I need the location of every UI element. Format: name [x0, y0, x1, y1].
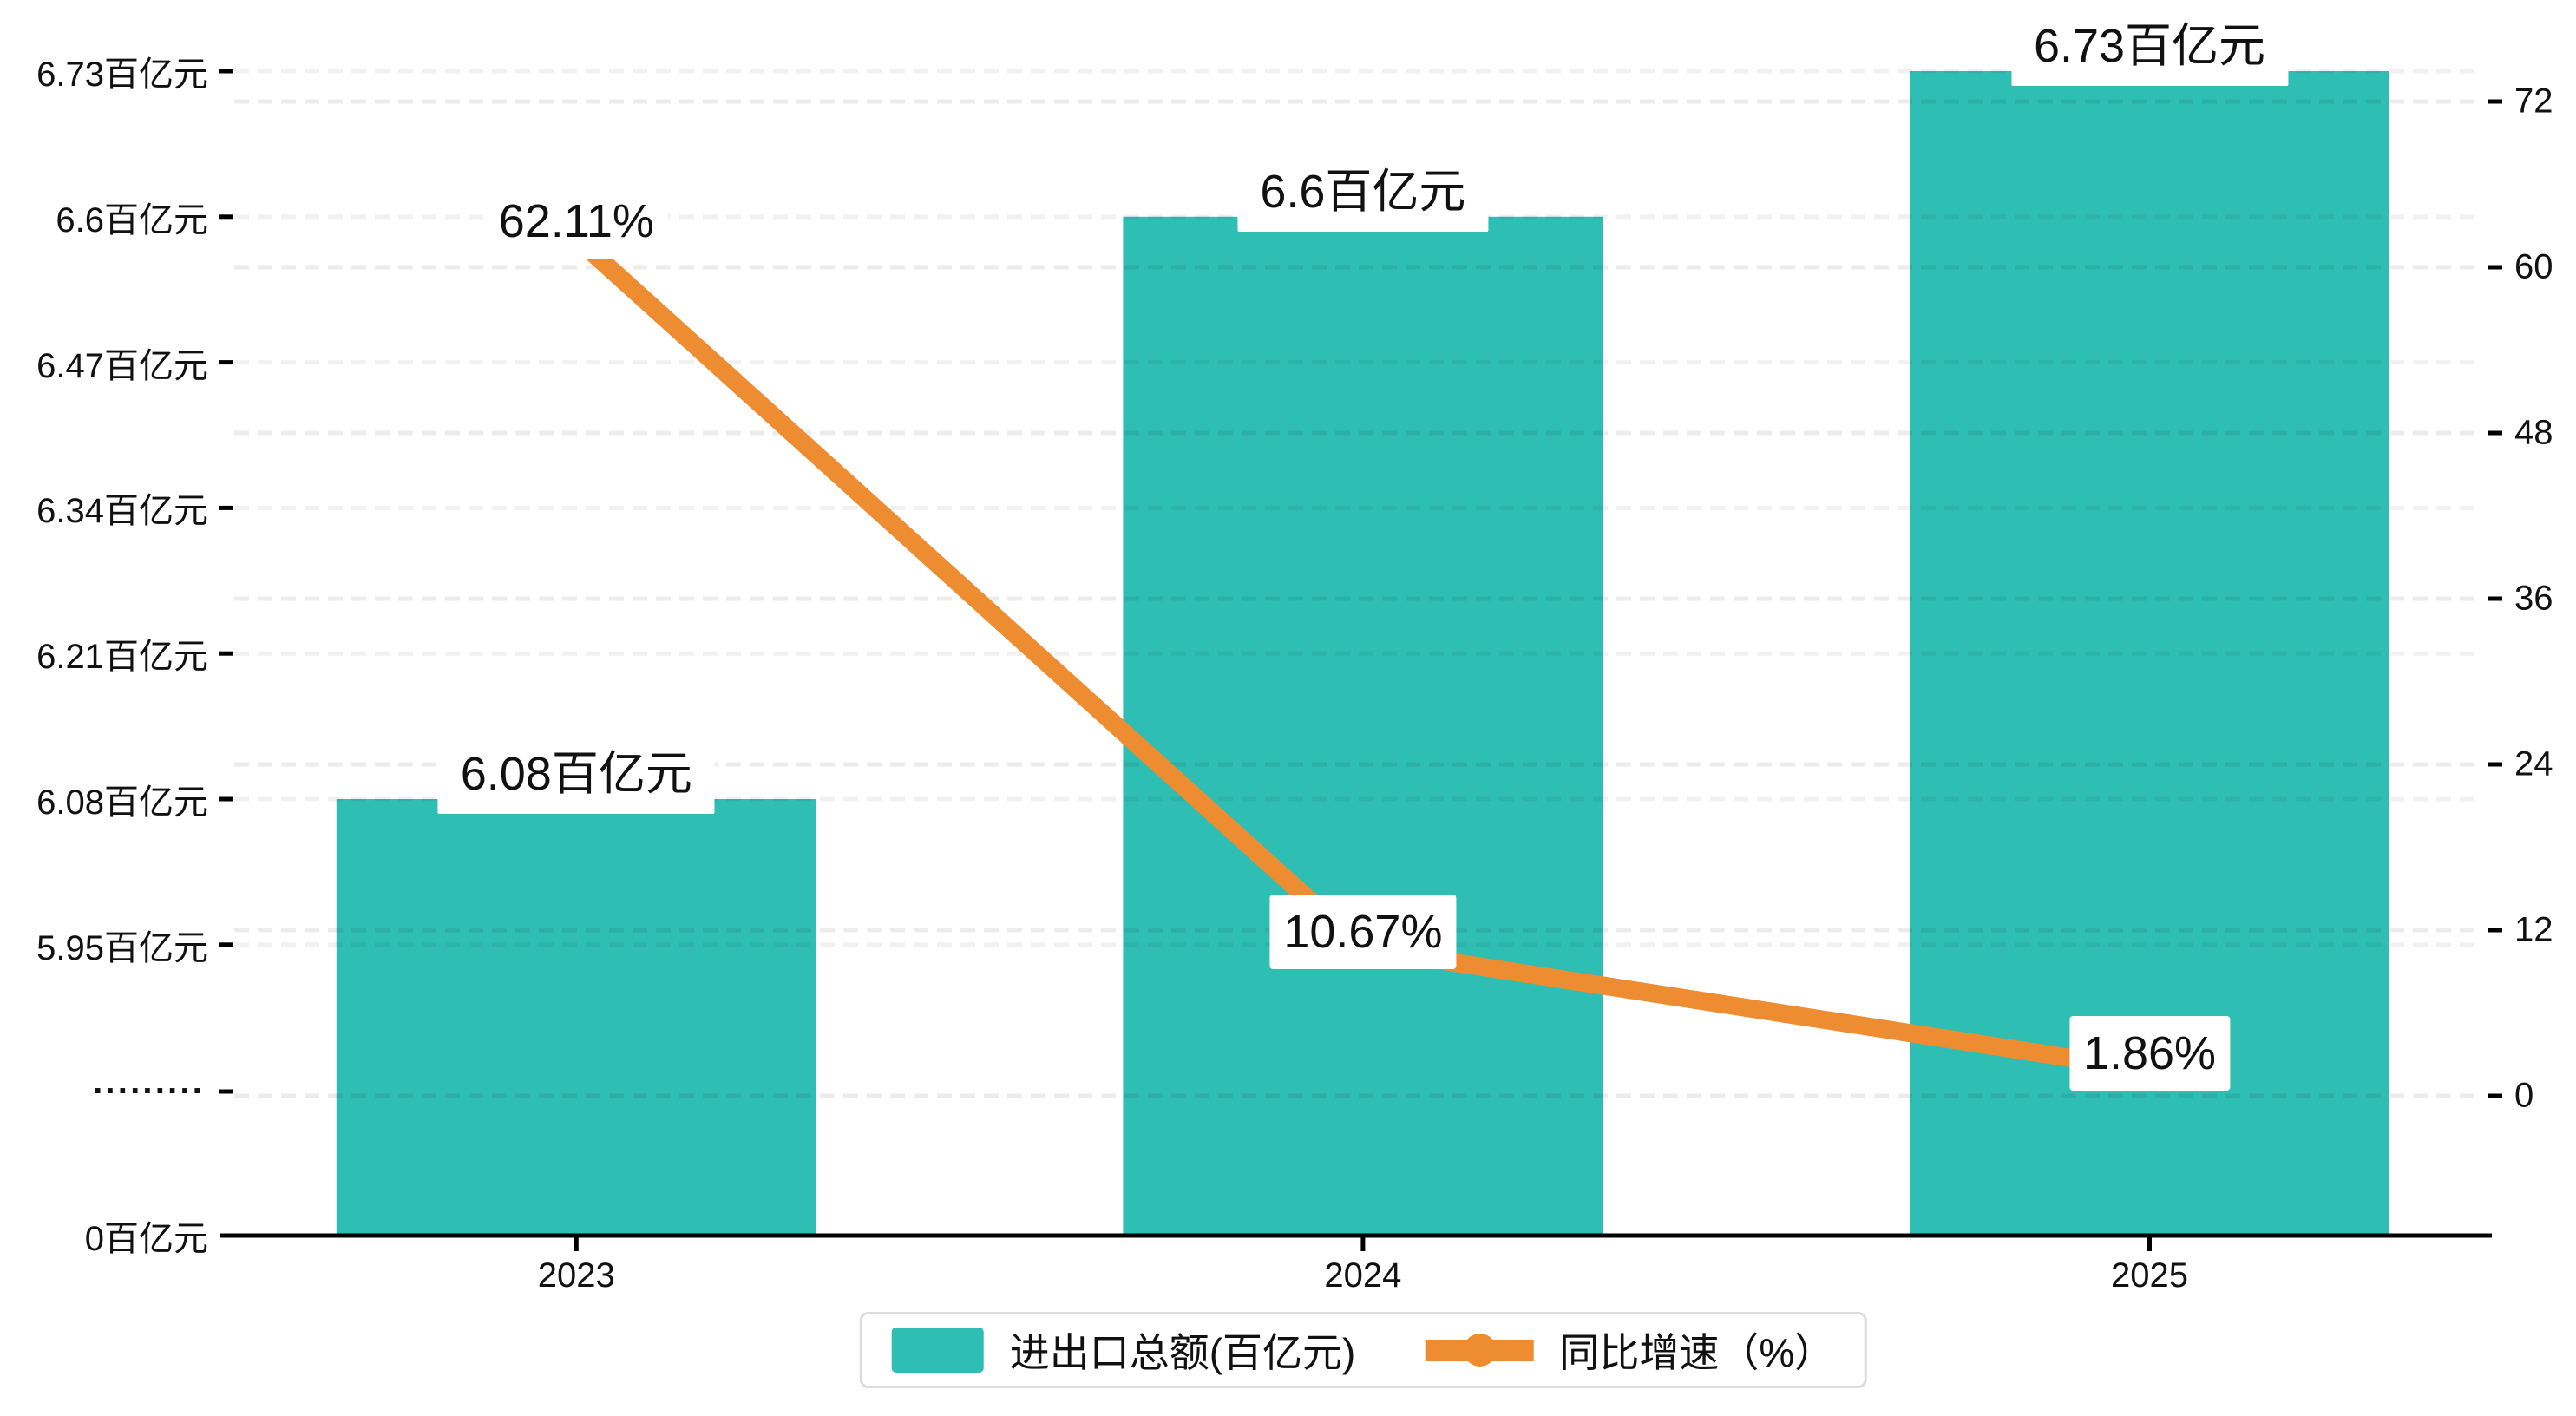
right-axis-tick-label: 12	[2514, 910, 2553, 949]
axis-break-dots: ·········	[93, 1072, 205, 1111]
left-axis-tick-label: 6.47百亿元	[36, 346, 208, 385]
bar-2024	[1123, 216, 1603, 1236]
left-axis-tick-label: 6.6百亿元	[56, 200, 208, 239]
bar-swatch-icon	[891, 1328, 984, 1373]
axes	[219, 69, 2502, 1251]
legend-item-bar-series[interactable]: 进出口总额(百亿元)	[891, 1321, 1356, 1379]
line-value-label-2023: 62.11%	[484, 184, 668, 259]
right-axis-tick-label: 60	[2514, 247, 2553, 286]
left-axis-tick-label: 6.34百亿元	[36, 492, 208, 531]
legend-item-line-series[interactable]: 同比增速（%）	[1425, 1321, 1834, 1379]
bar-value-label-2023: 6.08百亿元	[437, 724, 715, 814]
x-axis-label-2025: 2025	[2111, 1256, 2188, 1295]
x-axis-label-2023: 2023	[537, 1256, 615, 1295]
left-axis-tick-label: 6.21百亿元	[36, 638, 208, 677]
line-dot-icon	[1425, 1331, 1534, 1369]
legend-label-line-series: 同比增速（%）	[1559, 1330, 1835, 1375]
legend-label-bar-series: 进出口总额(百亿元)	[1009, 1330, 1356, 1375]
x-axis-label-2024: 2024	[1324, 1256, 1402, 1295]
left-axis-tick-label: 6.08百亿元	[36, 783, 208, 822]
left-axis-tick-label: 6.73百亿元	[36, 56, 208, 94]
right-axis-tick-label: 72	[2514, 82, 2553, 121]
left-axis-zero-label: 0百亿元	[84, 1220, 208, 1258]
bar-value-label-2024: 6.6百亿元	[1237, 141, 1489, 232]
left-axis-tick-label: 5.95百亿元	[36, 928, 208, 967]
line-value-label-2024: 10.67%	[1269, 895, 1457, 970]
line-value-label-2025: 1.86%	[2068, 1016, 2231, 1092]
right-axis-tick-label: 48	[2514, 413, 2553, 452]
bar-value-label-2025: 6.73百亿元	[2010, 0, 2289, 86]
right-axis-tick-label: 24	[2514, 744, 2553, 783]
right-axis-tick-label: 0	[2514, 1076, 2534, 1115]
right-axis-tick-label: 36	[2514, 579, 2553, 618]
bar-series	[336, 71, 2389, 1236]
legend: 进出口总额(百亿元) 同比增速（%）	[859, 1312, 1867, 1388]
bar-2023	[336, 799, 816, 1236]
